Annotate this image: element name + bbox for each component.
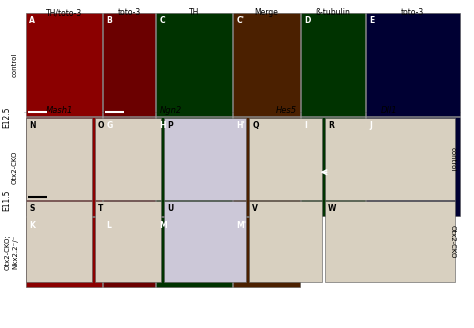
Text: ß-tubulin: ß-tubulin (315, 8, 350, 17)
Bar (233, 117, 300, 216)
Text: C': C' (237, 16, 245, 25)
Text: E12.5: E12.5 (3, 106, 11, 128)
Bar (95, 201, 161, 282)
Text: Hes5: Hes5 (276, 106, 297, 115)
Text: I: I (304, 121, 307, 130)
Text: Merge: Merge (255, 8, 278, 17)
Bar (233, 217, 300, 287)
Bar (164, 118, 246, 200)
Bar (103, 217, 155, 287)
Text: Otx2-CKO: Otx2-CKO (12, 150, 18, 184)
Bar (26, 118, 92, 200)
Text: L: L (106, 221, 111, 230)
Text: A: A (29, 16, 35, 25)
Text: M: M (160, 221, 167, 230)
Bar (233, 13, 300, 116)
Text: TH: TH (189, 8, 200, 17)
Text: P: P (167, 121, 173, 130)
Text: TH/toto-3: TH/toto-3 (46, 8, 82, 17)
Text: Mash1: Mash1 (46, 106, 73, 115)
Text: Ngn2: Ngn2 (160, 106, 182, 115)
Text: C: C (160, 16, 165, 25)
Bar (249, 201, 322, 282)
Bar (325, 118, 455, 200)
Text: J: J (369, 121, 372, 130)
Bar (366, 13, 460, 116)
Bar (103, 117, 155, 216)
Text: H: H (160, 121, 166, 130)
Text: D: D (304, 16, 310, 25)
Text: U: U (167, 204, 173, 213)
Bar (301, 13, 365, 116)
Text: Q: Q (252, 121, 259, 130)
Bar (103, 13, 155, 116)
Text: K: K (29, 221, 35, 230)
Text: H': H' (237, 121, 246, 130)
Bar (301, 117, 365, 216)
Text: toto-3: toto-3 (401, 8, 425, 17)
Text: Otx2-CKO: Otx2-CKO (450, 225, 456, 258)
Text: G: G (106, 121, 112, 130)
Text: W: W (328, 204, 337, 213)
Bar (26, 201, 92, 282)
Bar (26, 217, 102, 287)
Text: B: B (106, 16, 112, 25)
Text: E11.5: E11.5 (3, 190, 11, 211)
Text: N: N (29, 121, 36, 130)
Bar (156, 13, 232, 116)
Text: control: control (450, 147, 456, 171)
Text: E: E (369, 16, 374, 25)
Bar (366, 117, 460, 216)
Text: R: R (328, 121, 334, 130)
Bar (325, 201, 455, 282)
Bar (249, 118, 322, 200)
Text: F: F (29, 121, 35, 130)
Bar (26, 117, 102, 216)
Text: V: V (252, 204, 258, 213)
Text: M': M' (237, 221, 246, 230)
Text: O: O (98, 121, 105, 130)
Bar (156, 217, 232, 287)
Bar (156, 117, 232, 216)
Text: control: control (12, 52, 18, 77)
Text: toto-3: toto-3 (117, 8, 141, 17)
Bar (26, 13, 102, 116)
Bar (95, 118, 161, 200)
Bar (164, 201, 246, 282)
Text: T: T (98, 204, 103, 213)
Text: Dll1: Dll1 (380, 106, 397, 115)
Text: Otx2-CKO;
Nkx2.2⁻/⁻: Otx2-CKO; Nkx2.2⁻/⁻ (5, 235, 18, 270)
Text: S: S (29, 204, 35, 213)
